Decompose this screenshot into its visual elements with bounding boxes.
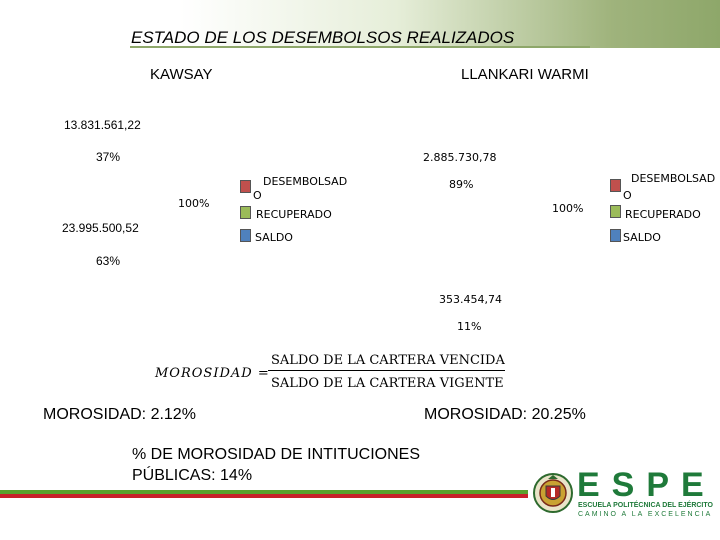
legend-swatch [240, 206, 251, 219]
formula-numerator: SALDO DE LA CARTERA VENCIDA [271, 353, 505, 368]
legend-item-desembolsado [240, 180, 251, 193]
espe-emblem-icon [533, 473, 573, 513]
kawsay-recuperado-value: 13.831.561,22 [64, 118, 141, 132]
title-underline [130, 46, 590, 48]
formula-variable: MOROSIDAD = [155, 366, 270, 381]
llankari-heading: LLANKARI WARMI [461, 66, 589, 83]
llankari-total-pct: 100% [552, 202, 584, 215]
page-title: ESTADO DE LOS DESEMBOLSOS REALIZADOS [131, 28, 515, 47]
legend-label: RECUPERADO [625, 208, 701, 221]
legend-item-recuperado [240, 206, 251, 219]
espe-motto: CAMINO A LA EXCELENCIA [578, 511, 713, 518]
llankari-saldo-value: 353.454,74 [439, 293, 502, 306]
kawsay-saldo-value: 23.995.500,52 [62, 221, 139, 235]
legend-label: DESEMBOLSAD [631, 172, 716, 185]
kawsay-saldo-pct: 63% [96, 254, 121, 268]
legend-item-saldo [610, 229, 621, 242]
espe-subtitle: ESCUELA POLITÉCNICA DEL EJÉRCITO [578, 502, 713, 509]
legend-item-recuperado [610, 205, 621, 218]
kawsay-recuperado-pct: 37% [96, 150, 121, 164]
kawsay-heading: KAWSAY [150, 66, 213, 83]
legend-item-saldo [240, 229, 251, 242]
kawsay-total-pct: 100% [178, 197, 210, 210]
legend-swatch [240, 229, 251, 242]
llankari-saldo-pct: 11% [457, 320, 482, 333]
llankari-recuperado-pct: 89% [449, 178, 474, 191]
legend-swatch [610, 205, 621, 218]
legend-label: RECUPERADO [256, 208, 332, 221]
espe-letters: ESPE [577, 466, 716, 504]
footer-line1: % DE MOROSIDAD DE INTITUCIONES [132, 446, 421, 463]
kawsay-morosidad: MOROSIDAD: 2.12% [43, 406, 196, 423]
legend-label: SALDO [623, 231, 661, 244]
formula-denominator: SALDO DE LA CARTERA VIGENTE [271, 376, 504, 391]
footer-stripe-green [0, 490, 528, 494]
legend-swatch [610, 229, 621, 242]
legend-label: DESEMBOLSAD [263, 175, 348, 188]
legend-swatch [610, 179, 621, 192]
legend-label: O [623, 189, 632, 202]
footer-stripe-red [0, 494, 528, 498]
fraction-line [268, 370, 505, 371]
legend-swatch [240, 180, 251, 193]
llankari-recuperado-value: 2.885.730,78 [423, 151, 497, 164]
legend-label: O [253, 189, 262, 202]
legend-label: SALDO [255, 231, 293, 244]
title-banner [0, 0, 720, 48]
legend-item-desembolsado [610, 179, 621, 192]
footer-line2: PÚBLICAS: 14% [132, 467, 253, 484]
llankari-morosidad: MOROSIDAD: 20.25% [424, 406, 586, 423]
